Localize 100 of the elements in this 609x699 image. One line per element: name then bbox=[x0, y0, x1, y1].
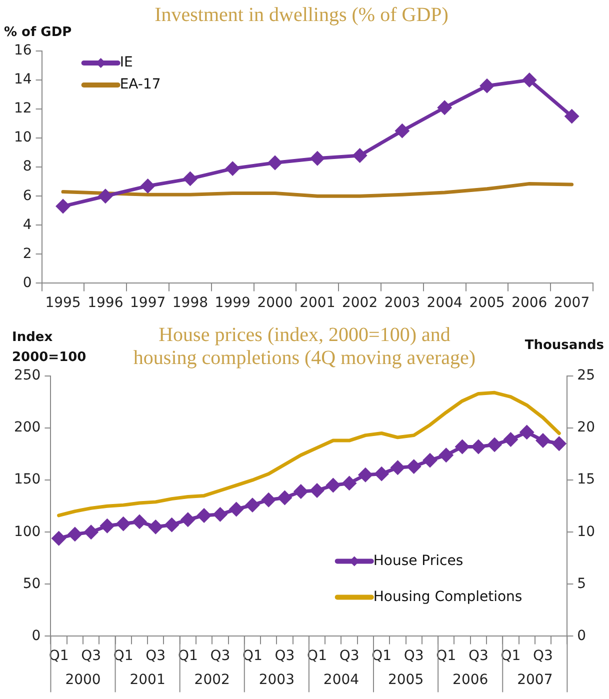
y-tick-label: 0 bbox=[22, 274, 32, 291]
x-tick-label: Q3 bbox=[81, 648, 102, 664]
x-tick-label: Q3 bbox=[146, 648, 166, 664]
y-tick-label: 4 bbox=[22, 216, 32, 233]
chart-title: House prices (index, 2000=100) and housing completions (4Q moving average) bbox=[133, 324, 476, 369]
y-tick-label: 8 bbox=[22, 158, 32, 175]
x-tick-label: 2005 bbox=[469, 295, 505, 312]
point bbox=[52, 532, 66, 546]
point bbox=[310, 484, 324, 498]
x-tick-label: Q3 bbox=[404, 648, 424, 664]
x-tick-label: 1996 bbox=[88, 295, 124, 312]
point bbox=[520, 425, 534, 439]
y2-tick-label: 20 bbox=[577, 420, 596, 436]
y-tick-label: 2 bbox=[22, 246, 32, 262]
text: 2003 bbox=[258, 672, 294, 688]
point bbox=[390, 460, 404, 474]
y2-tick-label: 25 bbox=[577, 368, 596, 384]
x-tick-label: Q3 bbox=[274, 648, 295, 664]
x-tick-label: 1998 bbox=[172, 295, 208, 312]
point bbox=[353, 148, 367, 162]
y2-tick-label: 0 bbox=[577, 628, 586, 644]
x-tick-label: 2006 bbox=[512, 295, 548, 312]
point bbox=[213, 508, 227, 522]
point bbox=[226, 162, 240, 176]
legend-label: House Prices bbox=[373, 552, 464, 569]
y-tick-label: 250 bbox=[14, 368, 41, 384]
point bbox=[522, 73, 536, 87]
x-tick-label: 2004 bbox=[426, 295, 463, 312]
point bbox=[456, 440, 470, 454]
point bbox=[438, 100, 452, 114]
point bbox=[326, 478, 340, 492]
point bbox=[148, 520, 162, 534]
y2-axis-title: Thousands bbox=[524, 338, 604, 353]
x-tick-label: Q3 bbox=[468, 648, 488, 664]
chart-title: Investment in dwellings (% of GDP) bbox=[154, 4, 448, 26]
x-tick-label: 2001 bbox=[300, 295, 336, 312]
x-tick-label: 2007 bbox=[554, 295, 590, 312]
point bbox=[504, 432, 518, 446]
y-tick-label: 100 bbox=[14, 524, 41, 540]
x-tick-label: 2000 bbox=[257, 295, 293, 312]
point bbox=[310, 152, 324, 166]
point bbox=[56, 200, 70, 214]
text: 2006 bbox=[452, 672, 488, 688]
text: 2005 bbox=[388, 672, 424, 688]
text: 2000 bbox=[65, 672, 101, 688]
y2-tick-label: 5 bbox=[577, 576, 586, 592]
point bbox=[68, 527, 82, 541]
x-tick-label: Q3 bbox=[210, 648, 230, 664]
x-tick-label: Q3 bbox=[533, 648, 553, 664]
point bbox=[116, 517, 130, 531]
point bbox=[395, 124, 409, 138]
y-axis-title: % of GDP bbox=[4, 24, 72, 40]
point bbox=[268, 156, 282, 170]
y2-tick-label: 10 bbox=[577, 524, 596, 540]
point bbox=[100, 519, 114, 533]
point bbox=[183, 172, 197, 186]
text: 2002 bbox=[194, 672, 230, 688]
x-tick-label: 1999 bbox=[214, 295, 250, 312]
y-tick-label: 150 bbox=[14, 472, 41, 488]
point bbox=[278, 491, 292, 505]
x-tick-label: 2002 bbox=[342, 295, 378, 312]
y-tick-label: 6 bbox=[22, 188, 32, 204]
point bbox=[407, 460, 421, 474]
point bbox=[472, 440, 486, 454]
point bbox=[423, 454, 437, 468]
y-tick-label: 12 bbox=[14, 100, 32, 117]
y-tick-label: 16 bbox=[14, 42, 32, 59]
y-axis-title: Index 2000=100 bbox=[12, 330, 86, 365]
y-tick-label: 10 bbox=[14, 130, 32, 146]
point bbox=[439, 448, 453, 462]
point bbox=[358, 468, 372, 482]
point bbox=[84, 525, 98, 539]
point bbox=[536, 434, 550, 448]
y-tick-label: 200 bbox=[14, 420, 41, 436]
point bbox=[294, 484, 308, 498]
point bbox=[165, 518, 179, 532]
y-tick-label: 50 bbox=[22, 576, 41, 592]
point bbox=[262, 493, 276, 507]
y2-tick-label: 15 bbox=[577, 472, 596, 488]
point bbox=[181, 512, 195, 526]
legend-label: EA-17 bbox=[120, 76, 161, 93]
y-tick-label: 0 bbox=[32, 628, 41, 644]
x-tick-label: 1995 bbox=[45, 295, 81, 312]
point bbox=[374, 467, 388, 481]
legend-label: Housing Completions bbox=[373, 588, 522, 605]
point bbox=[552, 436, 566, 450]
point bbox=[480, 79, 494, 93]
point bbox=[342, 476, 356, 490]
y-tick-label: 14 bbox=[14, 72, 32, 88]
text: 2004 bbox=[323, 672, 360, 688]
x-tick-label: 2003 bbox=[384, 295, 420, 312]
x-tick-label: Q3 bbox=[339, 648, 360, 664]
point bbox=[230, 502, 244, 516]
point bbox=[132, 514, 146, 528]
text: 2001 bbox=[130, 672, 166, 688]
point bbox=[141, 179, 155, 193]
point bbox=[488, 438, 502, 452]
point bbox=[197, 508, 211, 522]
point bbox=[565, 110, 579, 124]
legend-label: IE bbox=[120, 54, 133, 71]
